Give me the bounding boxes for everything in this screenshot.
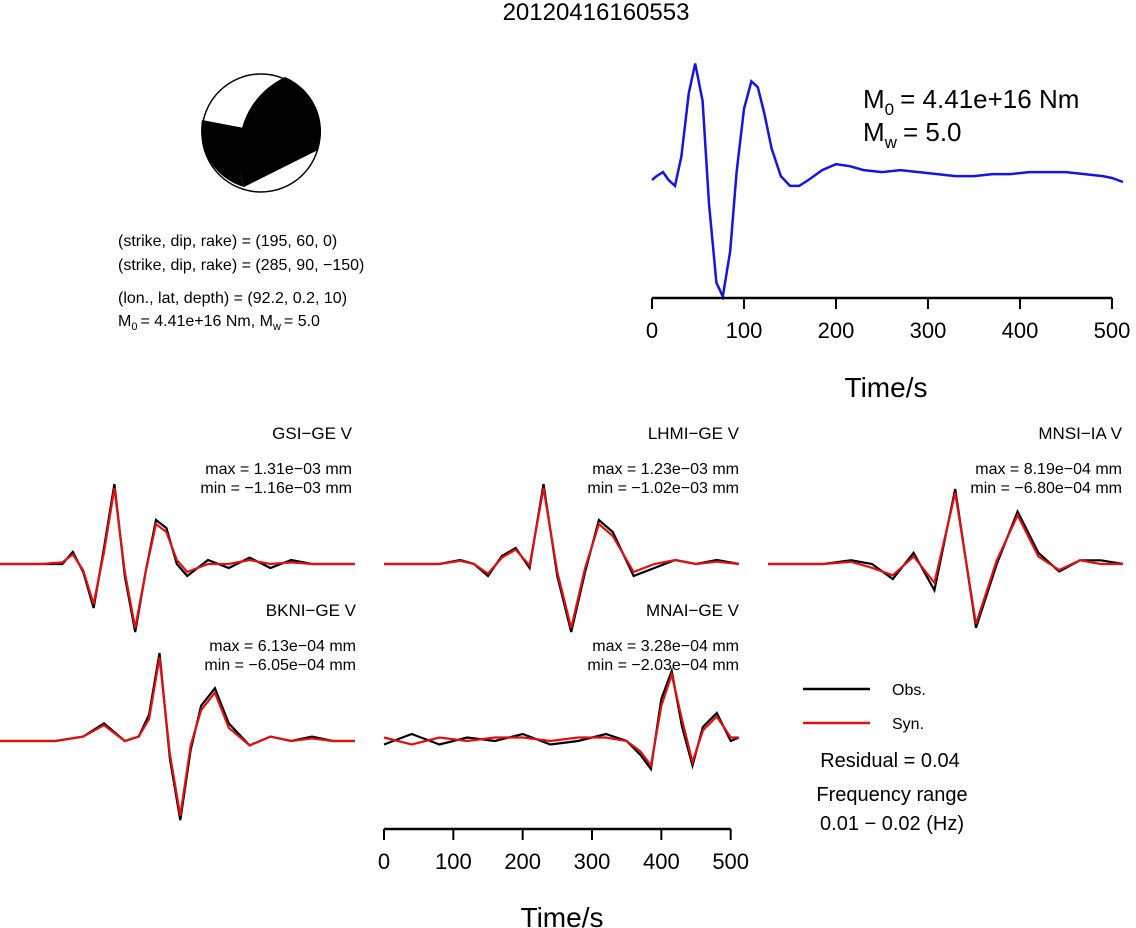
legend: Obs. Syn. Residual = 0.04 Frequency rang… xyxy=(803,682,968,835)
frequency-range-value: 0.01 − 0.02 (Hz) xyxy=(820,813,964,835)
waveform-x-axis-label: Time/s xyxy=(521,902,604,928)
station-min: min = −1.02e−03 mm xyxy=(587,480,739,497)
station-panel: GSI−GE V max = 1.31e−03 mm min = −1.16e−03… xyxy=(0,424,355,633)
wave-x-tick-label: 300 xyxy=(574,849,611,874)
waveform-x-axis: 0 100 200 300 400 500 xyxy=(378,827,749,874)
station-max: max = 6.13e−04 mm xyxy=(209,638,356,655)
stf-curve xyxy=(651,63,1124,301)
wave-x-tick-label: 200 xyxy=(504,849,541,874)
stf-x-tick-label: 300 xyxy=(910,318,947,343)
wave-x-tick-label: 500 xyxy=(712,849,749,874)
legend-syn-label: Syn. xyxy=(892,716,924,733)
stf-x-axis-label: Time/s xyxy=(845,372,928,403)
stf-plot xyxy=(651,63,1124,301)
station-min: min = −2.03e−04 mm xyxy=(587,657,739,674)
wave-x-tick-label: 0 xyxy=(378,849,390,874)
stf-x-tick-label: 200 xyxy=(818,318,855,343)
stf-m0-label: M0 = 4.41e+16 Nm xyxy=(863,84,1079,119)
station-max: max = 3.28e−04 mm xyxy=(592,638,739,655)
legend-obs-label: Obs. xyxy=(892,682,926,699)
station-panel: BKNI−GE V max = 6.13e−04 mm min = −6.05e−0… xyxy=(0,601,357,821)
station-label: LHMI−GE V xyxy=(648,424,740,443)
station-max: max = 1.23e−03 mm xyxy=(592,461,739,478)
observed-trace xyxy=(768,488,1124,629)
station-label: GSI−GE V xyxy=(272,424,352,443)
station-min: min = −6.05e−04 mm xyxy=(204,657,356,674)
station-max: max = 8.19e−04 mm xyxy=(975,461,1122,478)
stf-x-axis: 0 100 200 300 400 500 xyxy=(646,296,1131,343)
station-panel: MNSI−IA V max = 8.19e−04 mm min = −6.80e−0… xyxy=(768,424,1124,629)
waveform-panels: GSI−GE V max = 1.31e−03 mm min = −1.16e−03… xyxy=(0,424,1124,821)
synthetic-trace xyxy=(768,492,1123,625)
mechanism-line-1: (strike, dip, rake) = (195, 60, 0) xyxy=(118,233,337,250)
synthetic-trace xyxy=(383,670,739,769)
station-max: max = 1.31e−03 mm xyxy=(205,461,352,478)
figure-title: 20120416160553 xyxy=(503,0,690,26)
mechanism-line-4: M0 = 4.41e+16 Nm, Mw = 5.0 xyxy=(118,313,320,333)
synthetic-trace xyxy=(0,487,355,629)
station-label: MNSI−IA V xyxy=(1038,424,1122,443)
station-label: MNAI−GE V xyxy=(646,601,740,620)
station-label: BKNI−GE V xyxy=(266,601,357,620)
station-min: min = −6.80e−04 mm xyxy=(970,480,1122,497)
beachball xyxy=(201,73,322,193)
stf-x-tick-label: 100 xyxy=(726,318,763,343)
station-min: min = −1.16e−03 mm xyxy=(200,480,352,497)
frequency-range-title: Frequency range xyxy=(816,784,967,806)
stf-mw-label: Mw = 5.0 xyxy=(863,117,962,152)
synthetic-trace xyxy=(384,487,740,629)
wave-x-tick-label: 400 xyxy=(643,849,680,874)
mechanism-line-3: (lon., lat, depth) = (92.2, 0.2, 10) xyxy=(118,290,347,307)
mechanism-line-2: (strike, dip, rake) = (285, 90, −150) xyxy=(118,257,364,274)
stf-x-tick-label: 400 xyxy=(1002,318,1039,343)
synthetic-trace xyxy=(0,657,355,816)
stf-x-tick-label: 500 xyxy=(1094,318,1131,343)
stf-x-tick-label: 0 xyxy=(646,318,658,343)
station-panel: LHMI−GE V max = 1.23e−03 mm min = −1.02e−0… xyxy=(384,424,740,633)
observed-trace xyxy=(383,666,740,772)
wave-x-tick-label: 100 xyxy=(435,849,472,874)
station-panel: MNAI−GE V max = 3.28e−04 mm min = −2.03e−0… xyxy=(383,601,740,772)
residual-text: Residual = 0.04 xyxy=(820,750,960,772)
